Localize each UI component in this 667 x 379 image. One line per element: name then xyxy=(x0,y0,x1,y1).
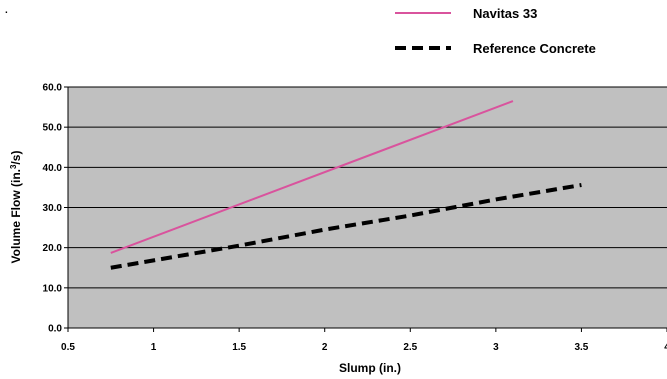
x-tick-label: 0.5 xyxy=(61,342,75,353)
x-tick-labels: 0.5 1 1.5 2 2.5 3 3.5 4 xyxy=(61,342,667,353)
y-tick-labels: 0.0 10.0 20.0 30.0 40.0 50.0 60.0 xyxy=(43,83,63,335)
x-tick-label: 4 xyxy=(664,342,667,353)
series-layer xyxy=(110,100,582,270)
axes xyxy=(64,86,667,332)
y-axis-label: Volume Flow (in.3/s) xyxy=(9,151,23,264)
legend-label-navitas-33: Navitas 33 xyxy=(473,6,537,21)
x-tick-label: 1 xyxy=(151,342,157,353)
x-axis-label: Slump (in.) xyxy=(339,361,401,375)
y-axis-label-main: Volume Flow (in. xyxy=(9,169,23,263)
series-line-reference-concrete xyxy=(110,183,582,270)
y-axis-label-end: /s) xyxy=(9,151,23,165)
legend: Navitas 33 Reference Concrete xyxy=(395,6,596,56)
y-axis-label-superscript: 3 xyxy=(9,164,18,169)
gridlines xyxy=(68,86,667,289)
x-tick-label: 2.5 xyxy=(403,342,417,353)
y-tick-label: 40.0 xyxy=(43,163,63,174)
y-tick-label: 0.0 xyxy=(48,324,62,335)
x-tick-label: 1.5 xyxy=(232,342,246,353)
x-tick-label: 2 xyxy=(322,342,328,353)
y-tick-label: 60.0 xyxy=(43,83,63,94)
legend-label-reference-concrete: Reference Concrete xyxy=(473,41,596,56)
series-line-navitas-33 xyxy=(110,100,514,254)
x-tick-label: 3 xyxy=(493,342,499,353)
y-tick-label: 20.0 xyxy=(43,243,63,254)
y-tick-label: 50.0 xyxy=(43,123,63,134)
x-tick-label: 3.5 xyxy=(574,342,588,353)
y-tick-label: 30.0 xyxy=(43,203,63,214)
stray-mark: . xyxy=(5,5,8,16)
y-tick-label: 10.0 xyxy=(43,283,63,294)
